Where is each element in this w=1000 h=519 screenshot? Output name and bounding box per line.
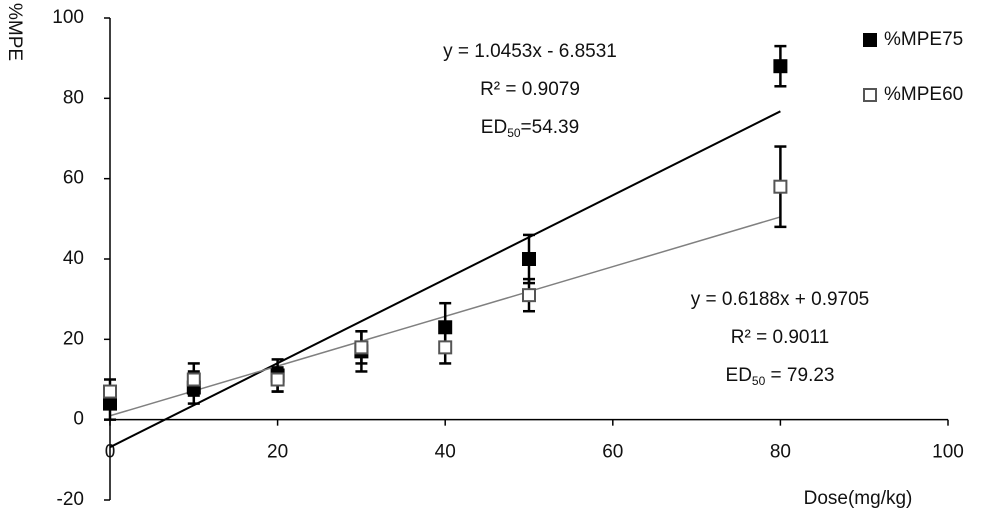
ed-text: ED <box>481 117 507 138</box>
point <box>186 372 201 387</box>
y-tick-label: 0 <box>73 409 84 430</box>
y-tick-label: 20 <box>63 328 84 349</box>
legend-label: %MPE75 <box>884 29 963 50</box>
trend-equation: y = 1.0453x - 6.8531 <box>443 41 617 62</box>
x-tick-label: 60 <box>602 442 623 463</box>
point <box>438 340 453 355</box>
x-tick-label: 100 <box>932 442 964 463</box>
legend-marker <box>863 33 877 47</box>
x-tick-label: 40 <box>435 442 456 463</box>
y-axis-title: %MPE <box>4 3 25 61</box>
x-axis-title: Dose(mg/kg) <box>804 488 913 509</box>
ed50-label: ED50 = 79.23 <box>726 365 835 388</box>
ed-value: = 79.23 <box>765 365 834 386</box>
point <box>773 59 788 74</box>
point <box>773 179 788 194</box>
point <box>270 372 285 387</box>
y-tick-label: -20 <box>57 489 84 510</box>
ed-subscript: 50 <box>752 374 766 388</box>
trend-r2: R² = 0.9079 <box>480 79 580 100</box>
x-tick-label: 0 <box>105 442 116 463</box>
legend-label: %MPE60 <box>884 84 963 105</box>
y-tick-label: 80 <box>63 87 84 108</box>
point <box>354 340 369 355</box>
point <box>522 288 536 303</box>
x-tick-label: 20 <box>267 442 288 463</box>
trend-r2: R² = 0.9011 <box>731 327 829 348</box>
y-tick-label: 60 <box>63 168 84 189</box>
trend-equation: y = 0.6188x + 0.9705 <box>691 289 870 310</box>
legend-marker <box>863 88 877 102</box>
y-tick-label: 40 <box>63 248 84 269</box>
ed-text: ED <box>726 365 752 386</box>
ed-subscript: 50 <box>507 126 521 140</box>
point <box>103 384 117 399</box>
point <box>522 252 536 266</box>
trendline <box>109 110 781 449</box>
y-tick-label: 100 <box>52 7 84 28</box>
x-tick-label: 80 <box>770 442 791 463</box>
ed-value: =54.39 <box>521 117 580 138</box>
ed50-label: ED50=54.39 <box>481 117 579 140</box>
